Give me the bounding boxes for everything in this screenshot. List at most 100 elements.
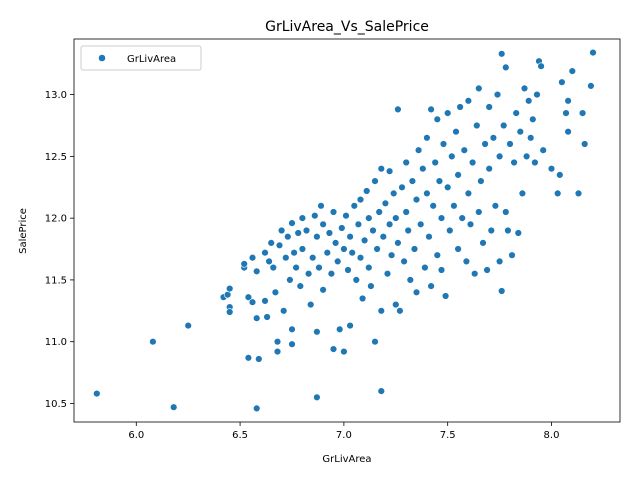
data-point	[454, 245, 462, 253]
data-point	[556, 171, 564, 179]
data-point	[346, 321, 354, 330]
data-point	[433, 115, 441, 124]
data-point	[381, 199, 390, 208]
data-point	[387, 251, 396, 259]
x-tick-label: 7.5	[440, 430, 456, 441]
data-point	[288, 340, 296, 348]
legend-label: GrLivArea	[127, 54, 176, 65]
plot-frame	[73, 38, 621, 423]
data-point	[288, 325, 296, 333]
data-point	[383, 270, 392, 278]
data-point	[226, 284, 234, 293]
x-tick-label: 6.5	[232, 430, 248, 441]
y-tick-label: 12.5	[45, 152, 67, 163]
data-point	[558, 78, 566, 86]
data-point	[587, 82, 595, 90]
data-point	[439, 140, 448, 148]
data-point	[296, 282, 304, 290]
data-point	[578, 109, 587, 117]
data-point	[437, 266, 446, 274]
data-point	[248, 254, 257, 262]
data-point	[441, 292, 450, 300]
data-point	[244, 354, 253, 362]
data-point	[294, 229, 302, 237]
x-axis: 6.0 6.5 7.0 7.5 8.0	[128, 422, 559, 441]
legend: GrLivArea	[80, 45, 202, 71]
data-point	[93, 389, 101, 398]
data-point	[367, 282, 375, 290]
data-point	[346, 233, 354, 241]
data-point	[261, 297, 269, 305]
data-point	[184, 321, 192, 330]
data-point	[462, 257, 471, 266]
data-point	[406, 276, 414, 284]
y-tick-label: 11.5	[45, 275, 67, 286]
data-point	[537, 62, 545, 70]
data-point	[311, 212, 319, 220]
data-point	[354, 220, 363, 229]
data-point	[510, 158, 518, 167]
data-point	[498, 50, 506, 58]
data-point	[568, 67, 576, 75]
data-point	[410, 245, 419, 253]
data-point	[506, 140, 514, 148]
data-point	[304, 270, 313, 278]
data-point	[524, 97, 533, 105]
data-point	[431, 158, 439, 167]
data-point	[290, 249, 298, 257]
data-point	[433, 251, 441, 259]
legend-box	[80, 45, 202, 71]
data-point	[553, 189, 562, 198]
data-point	[533, 90, 541, 99]
data-point	[502, 208, 510, 216]
data-point	[323, 249, 331, 257]
data-point	[414, 146, 423, 154]
data-point	[348, 249, 356, 257]
data-point	[404, 226, 412, 235]
data-point	[512, 109, 520, 117]
data-point	[456, 103, 464, 111]
data-point	[280, 307, 288, 315]
data-point	[425, 233, 433, 241]
data-point	[460, 146, 468, 154]
data-point	[265, 257, 273, 266]
data-point	[408, 177, 417, 185]
data-point	[473, 121, 481, 130]
data-point	[313, 233, 321, 241]
data-point	[271, 288, 280, 296]
data-point	[329, 208, 338, 216]
data-point	[223, 291, 232, 299]
data-point	[313, 328, 321, 336]
data-point	[423, 134, 431, 142]
data-point	[377, 165, 385, 173]
data-point	[377, 387, 385, 395]
data-point	[334, 257, 342, 266]
data-point	[402, 208, 410, 216]
data-point	[429, 202, 437, 210]
data-point	[450, 202, 458, 210]
data-point	[539, 146, 547, 154]
data-point	[340, 347, 348, 356]
data-point	[483, 266, 491, 274]
data-point	[504, 226, 512, 235]
data-point	[309, 254, 317, 262]
data-point	[564, 128, 572, 136]
data-point	[298, 245, 307, 253]
data-point	[375, 208, 383, 216]
data-point	[371, 338, 379, 346]
data-point	[589, 48, 597, 57]
data-point	[253, 267, 261, 275]
data-point	[419, 165, 427, 173]
data-point	[412, 288, 421, 296]
data-point	[423, 189, 431, 198]
data-point	[356, 254, 365, 262]
data-point	[377, 307, 385, 315]
data-point	[298, 214, 307, 222]
data-point	[329, 345, 338, 353]
data-point	[356, 195, 365, 204]
data-point	[365, 214, 373, 222]
data-point	[363, 187, 371, 195]
data-point	[574, 189, 583, 198]
data-point	[475, 208, 483, 216]
